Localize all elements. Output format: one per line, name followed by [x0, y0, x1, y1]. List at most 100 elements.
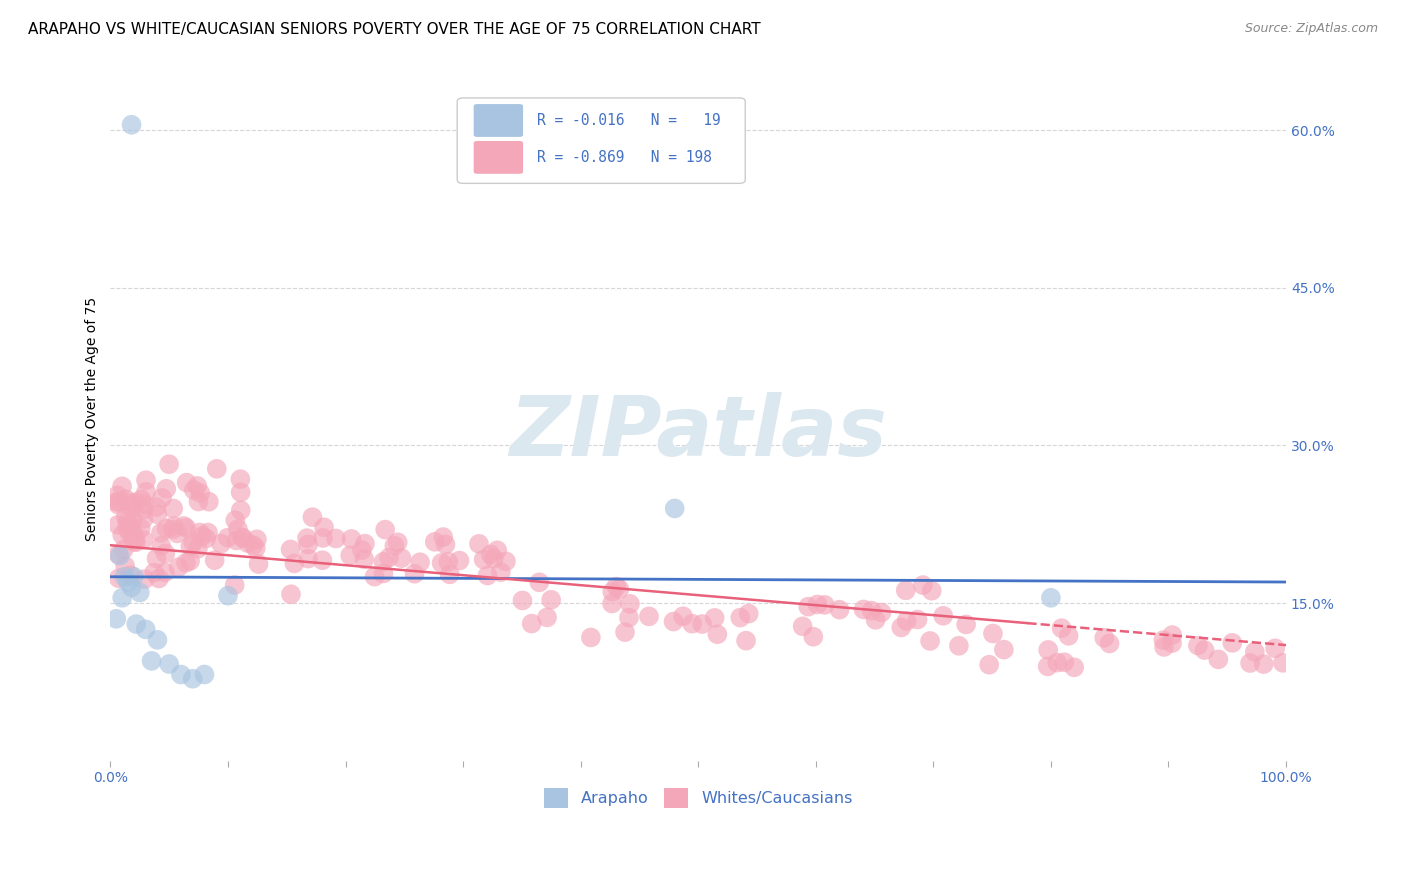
Point — [229, 503, 252, 517]
Point — [536, 610, 558, 624]
Point — [115, 521, 138, 535]
Text: R = -0.016   N =   19: R = -0.016 N = 19 — [537, 113, 721, 128]
Point — [979, 657, 1001, 672]
Point — [797, 599, 820, 614]
Point — [1036, 659, 1059, 673]
Point — [167, 560, 190, 574]
Point — [124, 531, 146, 545]
Point — [236, 536, 259, 550]
Point — [432, 530, 454, 544]
Point — [224, 578, 246, 592]
Point — [852, 602, 875, 616]
Point — [181, 672, 204, 686]
Point — [114, 510, 136, 524]
Point — [108, 494, 131, 508]
Point — [232, 531, 254, 545]
Point — [150, 491, 173, 505]
Point — [166, 526, 188, 541]
Point — [814, 598, 837, 612]
Point — [404, 566, 426, 581]
Point — [373, 555, 395, 569]
Point — [609, 582, 631, 597]
Point — [145, 500, 167, 514]
Point — [1038, 643, 1060, 657]
Point — [174, 521, 197, 535]
Point — [301, 510, 323, 524]
Point — [132, 512, 155, 526]
Point — [191, 529, 214, 543]
Point — [217, 589, 239, 603]
Point — [297, 537, 319, 551]
Point — [312, 531, 335, 545]
Point — [1152, 633, 1174, 648]
Point — [179, 554, 201, 568]
Point — [280, 587, 302, 601]
Point — [162, 522, 184, 536]
Point — [231, 530, 253, 544]
Point — [114, 570, 136, 584]
Point — [132, 533, 155, 547]
Point — [1153, 640, 1175, 654]
Point — [681, 616, 703, 631]
Point — [806, 598, 828, 612]
Point — [391, 551, 413, 566]
Point — [423, 534, 446, 549]
Point — [1053, 655, 1076, 669]
Point — [434, 537, 457, 551]
Point — [1046, 656, 1069, 670]
Point — [183, 483, 205, 497]
Point — [703, 611, 725, 625]
Point — [118, 518, 141, 533]
Point — [860, 604, 883, 618]
Point — [105, 495, 128, 509]
Point — [890, 620, 912, 634]
Point — [141, 654, 163, 668]
Point — [1253, 657, 1275, 671]
Point — [122, 534, 145, 549]
Point — [195, 532, 218, 546]
Point — [468, 537, 491, 551]
Point — [664, 501, 686, 516]
Point — [247, 557, 270, 571]
Point — [600, 584, 623, 599]
Point — [217, 531, 239, 545]
Point — [387, 535, 409, 549]
Point — [121, 580, 143, 594]
Point — [205, 462, 228, 476]
Point — [1264, 641, 1286, 656]
Point — [204, 553, 226, 567]
Point — [128, 585, 150, 599]
Point — [1208, 652, 1230, 666]
Point — [209, 536, 232, 550]
Point — [162, 501, 184, 516]
Point — [430, 556, 453, 570]
Point — [120, 568, 142, 582]
Point — [197, 525, 219, 540]
Point — [955, 617, 977, 632]
Point — [145, 551, 167, 566]
Text: Source: ZipAtlas.com: Source: ZipAtlas.com — [1244, 22, 1378, 36]
Point — [662, 615, 685, 629]
Point — [932, 608, 955, 623]
Text: R = -0.869   N = 198: R = -0.869 N = 198 — [537, 150, 713, 165]
Point — [540, 592, 562, 607]
Point — [449, 553, 471, 567]
Point — [828, 602, 851, 616]
Point — [121, 118, 143, 132]
Point — [311, 553, 333, 567]
Point — [105, 612, 128, 626]
Point — [363, 569, 385, 583]
Point — [118, 525, 141, 540]
Point — [948, 639, 970, 653]
Legend: Arapaho, Whites/Caucasians: Arapaho, Whites/Caucasians — [537, 782, 859, 814]
Point — [865, 613, 887, 627]
Point — [155, 521, 177, 535]
Point — [792, 619, 814, 633]
Point — [170, 667, 193, 681]
Point — [134, 572, 156, 586]
Point — [111, 479, 134, 493]
Point — [150, 539, 173, 553]
Point — [354, 536, 377, 550]
Point — [224, 513, 246, 527]
Point — [373, 566, 395, 581]
